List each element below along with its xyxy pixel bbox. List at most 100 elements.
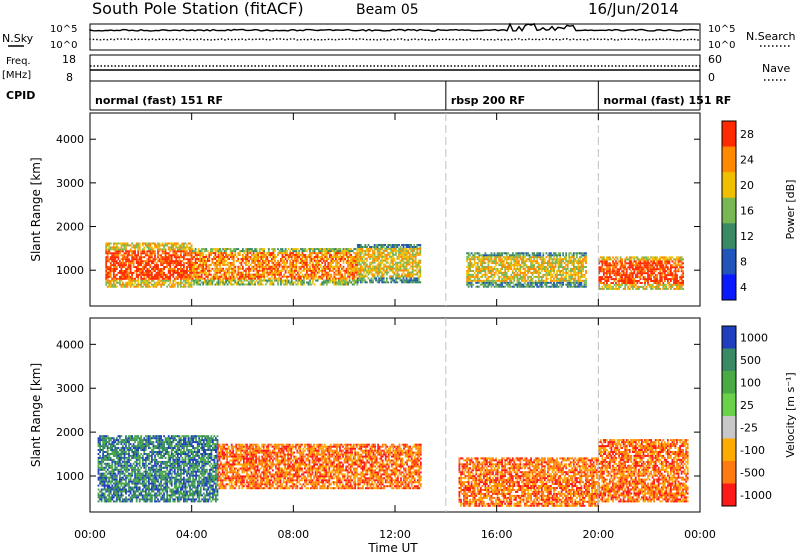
heatmap-cell xyxy=(152,283,155,286)
heatmap-cell xyxy=(356,256,359,258)
heatmap-cell xyxy=(178,273,181,276)
heatmap-cell xyxy=(610,264,613,267)
heatmap-cell xyxy=(407,263,409,266)
heatmap-cell xyxy=(176,275,179,278)
heatmap-cell xyxy=(108,283,111,286)
heatmap-cell xyxy=(378,263,380,266)
heatmap-cell xyxy=(146,244,149,247)
heatmap-cell xyxy=(125,244,127,247)
heatmap-cell xyxy=(376,269,379,272)
heatmap-cell xyxy=(492,279,494,282)
heatmap-cell xyxy=(231,254,234,256)
heatmap-cell xyxy=(562,258,564,261)
heatmap-cell xyxy=(122,271,124,274)
heatmap-cell xyxy=(373,251,376,254)
heatmap-cell xyxy=(469,283,471,286)
heatmap-cell xyxy=(518,270,520,272)
heatmap-cell xyxy=(492,268,494,270)
heatmap-cell xyxy=(203,281,206,284)
heatmap-cell xyxy=(117,271,120,274)
heatmap-cell xyxy=(189,277,191,280)
heatmap-cell xyxy=(601,266,604,269)
heatmap-cell xyxy=(211,279,214,282)
heatmap-cell xyxy=(296,248,299,251)
heatmap-cell xyxy=(393,273,396,276)
heatmap-cell xyxy=(120,266,123,268)
heatmap-cell xyxy=(258,279,261,282)
heatmap-cell xyxy=(402,244,405,246)
heatmap-cell xyxy=(261,248,264,251)
heatmap-cell xyxy=(385,255,388,258)
heatmap-cell xyxy=(200,263,203,266)
heatmap-cell xyxy=(379,263,382,266)
heatmap-cell xyxy=(296,273,299,276)
heatmap-cell xyxy=(602,258,605,261)
heatmap-cell xyxy=(376,279,379,282)
heatmap-cell xyxy=(206,283,209,286)
heatmap-cell xyxy=(105,273,108,276)
heatmap-cell xyxy=(339,259,342,262)
heatmap-cell xyxy=(348,254,351,256)
heatmap-cell xyxy=(344,248,346,251)
heatmap-cell xyxy=(257,281,259,284)
heatmap-cell xyxy=(339,277,342,280)
heatmap-cell xyxy=(157,250,159,253)
heatmap-cell xyxy=(367,267,370,270)
heatmap-cell xyxy=(260,248,263,251)
heatmap-cell xyxy=(202,261,205,264)
heatmap-cell xyxy=(220,279,223,282)
heatmap-cell xyxy=(543,283,546,286)
heatmap-cell xyxy=(366,249,368,252)
noise-left-tick-low: 10^0 xyxy=(50,40,77,51)
heatmap-cell xyxy=(384,255,387,258)
heatmap-cell xyxy=(229,275,232,278)
heatmap-cell xyxy=(413,255,416,258)
heatmap-cell xyxy=(638,270,640,273)
heatmap-cell xyxy=(574,271,577,274)
heatmap-cell xyxy=(650,260,652,263)
heatmap-cell xyxy=(481,279,484,282)
heatmap-cell xyxy=(181,281,184,284)
heatmap-cell xyxy=(379,249,382,252)
heatmap-cell xyxy=(580,285,583,288)
heatmap-cell xyxy=(633,285,636,288)
heatmap-cell xyxy=(148,250,150,253)
heatmap-cell xyxy=(128,254,130,257)
heatmap-cell xyxy=(502,262,505,265)
heatmap-cell xyxy=(183,246,185,249)
heatmap-cell xyxy=(267,267,270,270)
heatmap-cell xyxy=(516,283,519,286)
heatmap-cell xyxy=(245,267,247,270)
heatmap-cell xyxy=(387,251,390,254)
heatmap-cell xyxy=(560,270,563,272)
heatmap-cell xyxy=(131,250,133,253)
heatmap-cell xyxy=(583,252,586,255)
heatmap-cell xyxy=(289,261,292,264)
heatmap-cell xyxy=(200,252,203,255)
heatmap-cell xyxy=(175,254,178,257)
heatmap-cell xyxy=(109,246,112,249)
heatmap-cell xyxy=(395,269,397,272)
heatmap-cell xyxy=(557,285,560,288)
heatmap-cell xyxy=(242,267,244,270)
heatmap-cell xyxy=(264,258,267,260)
heatmap-cell xyxy=(516,252,519,255)
heatmap-cell xyxy=(364,263,367,266)
heatmap-cell xyxy=(126,281,129,284)
heatmap-cell xyxy=(307,263,310,266)
heatmap-cell xyxy=(641,272,643,275)
heatmap-cell xyxy=(585,256,587,259)
heatmap-cell xyxy=(519,254,522,257)
heatmap-cell xyxy=(370,246,373,248)
heatmap-cell xyxy=(184,262,187,265)
heatmap-cell xyxy=(301,283,304,286)
heatmap-cell xyxy=(607,285,610,288)
heatmap-cell xyxy=(516,264,519,267)
heatmap-cell xyxy=(630,285,633,288)
heatmap-cell xyxy=(536,285,539,288)
beam-label: Beam 05 xyxy=(356,2,419,18)
heatmap-cell xyxy=(554,273,557,276)
heatmap-cell xyxy=(137,250,140,253)
heatmap-cell xyxy=(187,285,190,288)
heatmap-cell xyxy=(392,247,394,250)
